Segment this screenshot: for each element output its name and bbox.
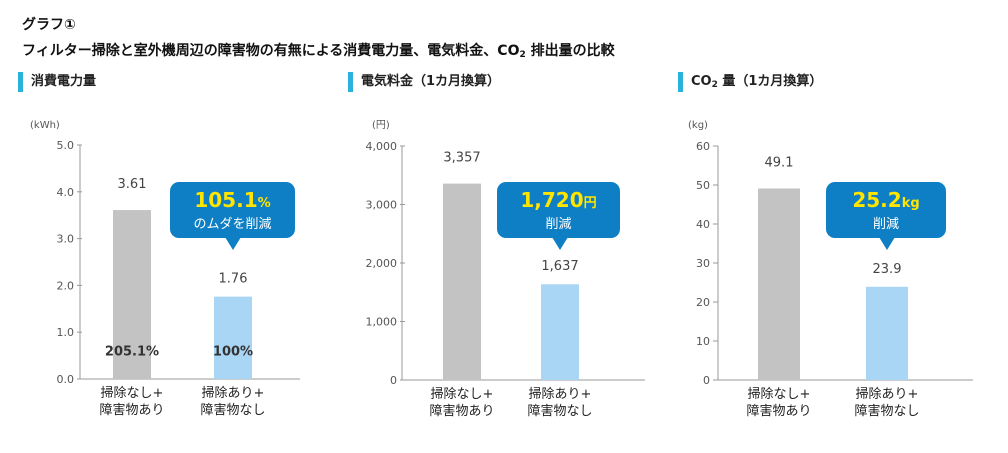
callout-pointer [879, 237, 895, 250]
power-consumption-chart: (kWh)0.01.02.03.04.05.03.61205.1%掃除なし+障害… [30, 120, 300, 418]
bar-percent-label: 100% [213, 345, 253, 360]
bar-value-label: 3,357 [443, 151, 480, 166]
callout-reduction-value: 25.2kg [852, 188, 919, 212]
panel-heading-text: 電気料金（1カ月換算） [361, 74, 501, 89]
x-category-label-line1: 掃除なし+ [101, 385, 164, 401]
co2-emission-chart: (kg) 0 10 20 30 40 50 60 49.1 掃除なし+障害物あり 23.9 掃除あり+… [688, 120, 973, 419]
y-tick-label: 10 [696, 335, 710, 348]
callout-reduction-caption: 削減 [873, 216, 899, 232]
callout-reduction-caption: のムダを削減 [193, 216, 271, 232]
bar-value-label: 49.1 [765, 156, 794, 171]
bar-value-label: 1,637 [541, 259, 578, 274]
y-tick-label: 20 [696, 296, 710, 309]
bar-with-cleaning [214, 296, 252, 379]
y-tick-label: 60 [696, 140, 710, 153]
callout-reduction-value: 1,720円 [520, 188, 596, 212]
panel-heading-subscript: 2 [711, 80, 718, 90]
y-tick-label: 4.0 [57, 186, 75, 199]
panel-heading-text: 消費電力量 [31, 74, 97, 89]
figure-title-subscript: 2 [519, 50, 526, 60]
x-category-label-line1: 掃除なし+ [748, 386, 811, 402]
x-category-label-line2: 障害物なし [854, 403, 919, 419]
bar-percent-label: 205.1% [105, 345, 159, 360]
y-tick-label: 0 [390, 374, 397, 387]
y-tick-label: 30 [696, 257, 710, 270]
panel-heading-co2: CO2 量（1カ月換算） [678, 72, 822, 92]
y-unit-label: (kWh) [30, 120, 60, 131]
y-unit-label: (円) [372, 120, 390, 131]
figure-title-end: 排出量の比較 [525, 43, 615, 59]
x-category-label-line2: 障害物なし [527, 403, 592, 419]
x-category-label-line1: 掃除あり+ [856, 386, 919, 402]
y-tick-label: 3.0 [57, 233, 75, 246]
bar-with-cleaning [541, 284, 579, 380]
y-tick-label: 0.0 [57, 373, 75, 386]
panel-heading-cost: 電気料金（1カ月換算） [348, 72, 500, 92]
callout-bubble [497, 182, 620, 238]
y-tick-label: 0 [703, 374, 710, 387]
y-tick-label: 2,000 [366, 257, 398, 270]
y-unit-label: (kg) [688, 120, 708, 131]
x-category-label-line1: 掃除あり+ [529, 386, 592, 402]
figure-label: グラフ① [22, 17, 76, 33]
electricity-cost-chart: (円) 0 1,000 2,000 3,000 4,000 3,357 掃除なし+障害物あり 1… [366, 120, 645, 419]
figure-title-main: フィルター掃除と室外機周辺の障害物の有無による消費電力量、電気料金、CO [22, 43, 520, 59]
x-category-label-line2: 障害物あり [746, 403, 811, 419]
panel-heading-text: CO [691, 74, 712, 89]
callout-bubble [826, 182, 946, 238]
bar-with-cleaning [866, 286, 908, 380]
y-tick-label: 4,000 [366, 140, 398, 153]
x-category-label-line1: 掃除あり+ [202, 385, 265, 401]
callout-reduction-caption: 削減 [545, 216, 571, 232]
y-tick-label: 1.0 [57, 326, 75, 339]
x-category-label-line2: 障害物あり [99, 402, 164, 418]
y-tick-label: 40 [696, 218, 710, 231]
y-tick-label: 3,000 [366, 199, 398, 212]
panel-heading-power: 消費電力量 [18, 72, 96, 92]
bar-value-label: 1.76 [219, 272, 248, 287]
bar-value-label: 3.61 [118, 177, 147, 192]
x-category-label-line2: 障害物あり [429, 403, 494, 419]
bar-without-cleaning [443, 183, 481, 380]
callout-reduction-value: 105.1% [194, 188, 270, 212]
callout-bubble [170, 182, 295, 238]
x-category-label-line2: 障害物なし [200, 402, 265, 418]
figure-title: フィルター掃除と室外機周辺の障害物の有無による消費電力量、電気料金、CO2 排出… [22, 40, 615, 60]
y-tick-label: 1,000 [366, 316, 398, 329]
y-tick-label: 50 [696, 179, 710, 192]
bar-without-cleaning [113, 210, 151, 379]
panel-heading-text-end: 量（1カ月換算） [717, 74, 823, 89]
bar-without-cleaning [758, 188, 800, 380]
x-category-label-line1: 掃除なし+ [431, 386, 494, 402]
callout-pointer [552, 237, 568, 250]
bar-value-label: 23.9 [873, 262, 902, 277]
callout-pointer [225, 237, 241, 250]
y-tick-label: 5.0 [57, 139, 75, 152]
y-tick-label: 2.0 [57, 279, 75, 292]
